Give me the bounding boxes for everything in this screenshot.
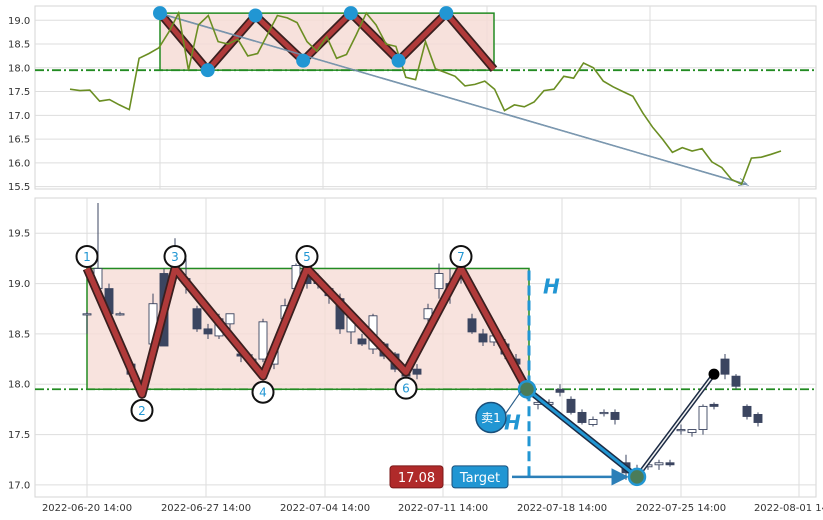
overview-pivot-marker (296, 53, 311, 68)
pivot-label-circle (295, 244, 319, 268)
candle-body (720, 358, 730, 375)
candle-body (698, 405, 708, 430)
main-x-axis: 2022-06-20 14:00 2022-06-27 14:00 2022-07-… (42, 503, 823, 514)
candle-body (225, 313, 235, 325)
pivot-label-circle (130, 398, 154, 422)
overview-trend-arrow (159, 12, 747, 184)
candle-body (478, 333, 488, 343)
overview-y-tick-label: 19.0 (8, 16, 30, 27)
candle-body (665, 462, 675, 466)
main-x-tick-label: 2022-08-01 14:00 (754, 503, 823, 514)
pivot-label-text: 2 (138, 404, 146, 418)
pivot-label-text: 7 (457, 250, 465, 264)
overview-y-tick-label: 18.0 (8, 63, 30, 74)
breakout-point (517, 380, 537, 399)
main-y-tick-label: 18.0 (8, 380, 30, 391)
main-x-tick-label: 2022-06-27 14:00 (161, 503, 251, 514)
pivot-label-text: 3 (171, 250, 179, 264)
overview-price-line (69, 10, 782, 186)
main-x-tick-label: 2022-07-04 14:00 (280, 503, 370, 514)
target-value-box (389, 465, 444, 489)
overview-pivot-marker (391, 53, 406, 68)
overview-y-tick-label: 16.0 (8, 158, 30, 169)
overview-y-tick-label: 17.0 (8, 111, 30, 122)
projection-line-up (636, 373, 715, 478)
main-y-tick-label: 18.5 (8, 329, 30, 340)
candle-body (82, 313, 92, 316)
main-panel: 17.0 17.5 18.0 18.5 19.0 19.5 2022-06-20 14:0… (8, 197, 823, 514)
rebound-point (708, 368, 720, 380)
zigzag-line (84, 265, 530, 398)
candle-body (610, 411, 620, 420)
candle-body (434, 273, 444, 290)
pivot-label-text: 1 (83, 250, 91, 264)
main-y-axis: 17.0 17.5 18.0 18.5 19.0 19.5 (8, 229, 30, 492)
pivot-label-text: 4 (259, 386, 267, 400)
candle-body (467, 318, 477, 333)
main-x-tick-label: 2022-07-18 14:00 (517, 503, 607, 514)
main-x-tick-label: 2022-07-25 14:00 (636, 503, 726, 514)
overview-pivot-marker (200, 63, 215, 78)
main-x-tick-label: 2022-07-11 14:00 (398, 503, 488, 514)
overview-trend-arrow-shadow (161, 14, 750, 186)
sell-signal-connector (504, 390, 522, 415)
overview-panel: 15.5 16.0 16.5 17.0 17.5 18.0 18.5 19.0 (8, 5, 817, 193)
candle-body (709, 403, 719, 407)
pivot-label-circle (163, 244, 187, 268)
main-y-tick-label: 17.5 (8, 430, 30, 441)
pivot-label-text: 6 (402, 382, 410, 396)
pivot-label-circle (449, 244, 473, 268)
main-y-tick-label: 19.5 (8, 229, 30, 240)
candle-body (192, 308, 202, 330)
candle-body (566, 398, 576, 413)
candle-body (577, 411, 587, 423)
candle-body (588, 419, 598, 425)
overview-y-tick-label: 16.5 (8, 135, 30, 146)
candle-body (742, 405, 752, 417)
overview-pivot-marker (153, 6, 167, 21)
candle-body (654, 462, 664, 466)
overview-y-tick-label: 15.5 (8, 182, 30, 193)
target-point (627, 467, 647, 487)
pivot-label-circle (75, 244, 99, 268)
candle-body (687, 429, 697, 434)
candle-body (412, 368, 422, 375)
sell-signal-label: 卖1 (481, 411, 501, 425)
overview-pivot-marker (439, 6, 454, 21)
main-y-tick-label: 19.0 (8, 279, 30, 290)
sell-signal-badge (475, 401, 507, 434)
target-label-text: Target (459, 471, 500, 486)
overview-pivot-marker (248, 8, 263, 23)
overview-y-tick-label: 18.5 (8, 40, 30, 51)
candle-body (115, 313, 125, 316)
pivot-label-circle (394, 376, 418, 400)
projection-line-down (526, 388, 638, 479)
pivot-label-text: 5 (303, 250, 311, 264)
candle-body (203, 328, 213, 335)
overview-y-axis: 15.5 16.0 16.5 17.0 17.5 18.0 18.5 19.0 (8, 16, 30, 193)
candle-body (357, 338, 367, 345)
target-value-text: 17.08 (398, 471, 435, 486)
candle-body (555, 388, 565, 393)
candle-body (731, 375, 741, 387)
candle-body (599, 411, 609, 415)
target-label-box (451, 465, 509, 489)
height-label-lower: H (504, 411, 521, 435)
main-x-tick-label: 2022-06-20 14:00 (42, 503, 132, 514)
candle-body (753, 413, 763, 423)
overview-y-tick-label: 17.5 (8, 87, 30, 98)
overview-price-line-layer (69, 6, 782, 186)
overview-pivot-marker (343, 6, 358, 21)
height-label-upper: H (543, 275, 560, 299)
pivot-label-circle (251, 380, 275, 404)
zigzag-layer (82, 263, 720, 487)
candle-body (258, 321, 268, 360)
main-y-tick-label: 17.0 (8, 480, 30, 491)
candle-body (676, 429, 686, 432)
